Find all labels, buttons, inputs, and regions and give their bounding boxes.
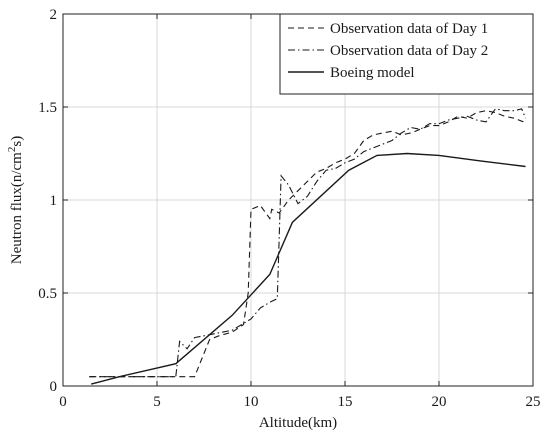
y-tick-label: 0.5 [38,286,57,302]
legend-box [279,13,534,95]
legend: Observation data of Day 1 Observation dat… [279,13,534,95]
y-tick-label: 1.5 [38,100,57,116]
x-tick-label: 0 [59,394,67,410]
y-tick-label: 1 [50,193,58,209]
y-tick-label: 0 [50,379,58,395]
series-line-2 [89,108,527,378]
x-axis-label: Altitude(km) [259,415,337,431]
x-tick-label: 15 [338,394,353,410]
y-axis-label: Neutron flux(n/cm2s) [6,136,25,264]
y-tick-label: 2 [50,7,58,23]
series-line-1 [89,110,524,378]
x-tick-label: 10 [244,394,259,410]
legend-label-1: Observation data of Day 1 [330,21,488,37]
y-axis-label-superscript: 2 [6,147,18,153]
y-axis-label-main: Neutron flux(n/cm [9,152,25,264]
legend-label-3: Boeing model [330,65,415,81]
x-tick-label: 20 [432,394,447,410]
series-layer [89,108,527,385]
legend-label-2: Observation data of Day 2 [330,43,488,59]
x-tick-label: 25 [526,394,541,410]
y-axis-label-suffix: s) [9,136,25,147]
series-line-3 [91,152,526,385]
axis-ticks: 0 5 10 15 20 25 0 0.5 1 1.5 2 [38,7,540,410]
x-tick-label: 5 [153,394,161,410]
